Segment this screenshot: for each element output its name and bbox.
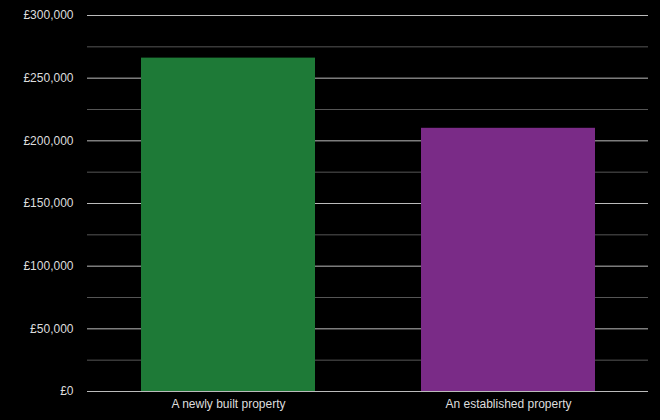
svg-text:£50,000: £50,000	[30, 322, 74, 336]
svg-text:£250,000: £250,000	[23, 71, 73, 85]
svg-text:£200,000: £200,000	[23, 134, 73, 148]
svg-text:£0: £0	[60, 384, 74, 398]
svg-text:£150,000: £150,000	[23, 196, 73, 210]
svg-text:An established property: An established property	[445, 397, 571, 411]
svg-text:£300,000: £300,000	[23, 8, 73, 22]
svg-text:A newly built property: A newly built property	[171, 397, 285, 411]
svg-text:£100,000: £100,000	[23, 259, 73, 273]
